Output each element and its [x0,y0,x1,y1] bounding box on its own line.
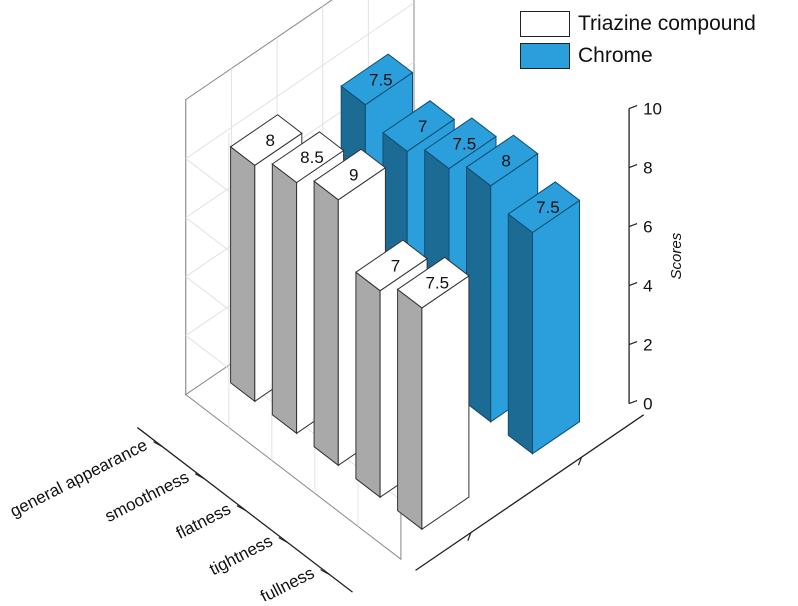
bar-top [313,148,387,201]
legend-item-series-1: Triazine compound [520,8,756,40]
depth-axis [467,457,583,541]
legend-item-series-2: Chrome [520,40,756,72]
bar-1-5: 7.5 [396,256,470,531]
category-tick-label: smoothness [102,467,192,526]
bar-value-label: 7.5 [536,198,560,217]
bar-2-5: 7.5 [507,181,581,455]
bar-value-label: 9 [349,165,358,184]
depth-tick [577,457,583,466]
bar-top [423,117,497,170]
bar-side [230,145,256,403]
bar-top [382,100,456,153]
bar-top [396,256,470,309]
bar-top [229,114,303,166]
category-tick-label: tightness [206,531,275,579]
bar-value-label: 8.5 [300,148,324,167]
gridline-z [185,2,415,159]
category-axis-line [137,427,353,593]
legend: Triazine compound Chrome [520,8,756,72]
bar-value-label: 7.5 [369,70,393,89]
bar-value-label: 7.5 [453,134,477,153]
legend-label-series-2: Chrome [578,44,653,67]
legend-swatch-series-2 [520,43,570,69]
bar-top [507,181,581,234]
legend-swatch-series-1 [520,11,570,37]
value-tick [628,223,638,228]
value-tick-label: 6 [643,218,652,237]
value-tick-label: 2 [643,336,652,355]
bar-side [507,212,533,455]
bar-side [466,166,492,423]
value-tick [628,105,638,110]
bar-top [340,53,414,106]
bar-side [355,271,381,499]
bar-value-label: 7 [391,256,400,275]
bar-front [421,274,470,531]
value-tick-label: 0 [643,395,652,414]
bars: 7.5 8 7 8.5 7.5 9 8 7 7.5 7.5 [229,53,581,531]
bar-top [271,131,345,184]
value-tick [628,341,638,346]
depth-tick [467,532,472,541]
value-axis-title: Scores [668,232,685,279]
bar-value-label: 8 [501,151,510,170]
bar-top [355,239,428,292]
value-tick [628,400,638,405]
category-tick-label: fullness [257,563,317,601]
legend-label-series-1: Triazine compound [578,12,756,35]
bar-front [532,199,580,455]
depth-axis-line [415,414,645,571]
value-tick-label: 8 [643,159,652,178]
value-tick-label: 4 [643,277,652,296]
bar-value-label: 8 [265,131,274,150]
value-tick [628,282,638,287]
bar-side [313,180,339,467]
bar-value-label: 7.5 [425,274,449,293]
category-tick-label: flatness [173,499,234,543]
value-tick [628,164,638,169]
bar-side [397,288,423,531]
value-axis: 0 2 4 6 8 10 Scores [628,100,685,414]
bar-top [465,134,539,187]
bar-value-label: 7 [418,117,427,136]
value-tick-label: 10 [643,100,662,119]
bar-side [271,162,298,435]
